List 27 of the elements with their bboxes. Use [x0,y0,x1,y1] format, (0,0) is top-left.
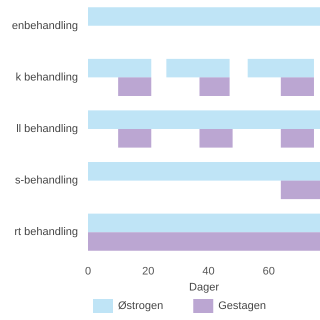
y-tick-label: k behandling [16,71,78,84]
y-tick-label: enbehandling [12,20,78,32]
bar [118,77,152,96]
bar [88,110,320,129]
x-axis-title: Dager [189,281,220,294]
bar [118,129,152,148]
x-tick-label: 60 [262,266,275,278]
legend-label: Østrogen [118,300,164,312]
y-tick-label: s-behandling [15,174,78,187]
bar [280,180,320,200]
x-tick-label: 40 [202,266,215,278]
bar [88,7,320,26]
bar [199,129,233,148]
x-tick-label: 20 [142,266,154,278]
x-tick-label: 0 [84,266,92,278]
bar [88,214,320,232]
bar [88,232,320,251]
y-tick-label: ll behandling [16,123,78,135]
legend-label: Gestagen [218,300,266,312]
bar [88,58,152,78]
bar [280,77,314,96]
bar [280,129,314,148]
y-tick-label: rt behandling [14,226,78,238]
bar [88,162,320,181]
bar [166,58,230,78]
bar [248,58,314,78]
bar [199,77,230,96]
